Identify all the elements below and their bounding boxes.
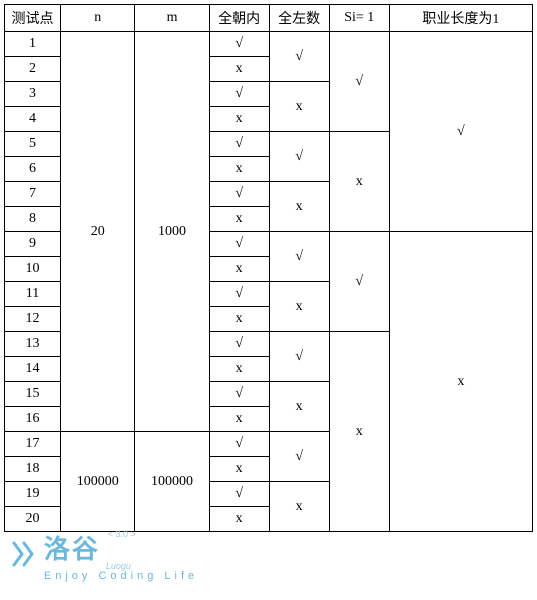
- cell-c4: x: [209, 157, 269, 182]
- table-row: 1 20 1000 √ √ √ √: [5, 32, 533, 57]
- hdr-c5: 全左数: [269, 5, 329, 32]
- cell-test: 4: [5, 107, 61, 132]
- cell-test: 7: [5, 182, 61, 207]
- cell-test: 13: [5, 332, 61, 357]
- hdr-test: 测试点: [5, 5, 61, 32]
- cell-test: 1: [5, 32, 61, 57]
- hdr-c7: 职业长度为1: [389, 5, 532, 32]
- cell-c4: x: [209, 257, 269, 282]
- cell-test: 6: [5, 157, 61, 182]
- cell-c6: √: [329, 232, 389, 332]
- cell-c4: √: [209, 82, 269, 107]
- cell-test: 11: [5, 282, 61, 307]
- hdr-c6: Si= 1: [329, 5, 389, 32]
- header-row: 测试点 n m 全朝内 全左数 Si= 1 职业长度为1: [5, 5, 533, 32]
- cell-c4: x: [209, 407, 269, 432]
- logo-tagline: Enjoy Coding Life: [44, 570, 198, 582]
- cell-c5: √: [269, 232, 329, 282]
- cell-n: 20: [61, 32, 135, 432]
- cell-c4: √: [209, 232, 269, 257]
- cell-c4: √: [209, 382, 269, 407]
- cell-c4: √: [209, 332, 269, 357]
- data-table: 测试点 n m 全朝内 全左数 Si= 1 职业长度为1 1 20 1000 √…: [4, 4, 533, 532]
- hdr-n: n: [61, 5, 135, 32]
- cell-test: 16: [5, 407, 61, 432]
- cell-c5: x: [269, 382, 329, 432]
- logo-mark-icon: [8, 537, 38, 574]
- cell-c5: x: [269, 482, 329, 532]
- cell-c4: x: [209, 507, 269, 532]
- cell-c4: x: [209, 207, 269, 232]
- cell-c5: √: [269, 432, 329, 482]
- hdr-m: m: [135, 5, 209, 32]
- cell-c5: √: [269, 332, 329, 382]
- cell-c4: x: [209, 57, 269, 82]
- cell-test: 15: [5, 382, 61, 407]
- cell-m: 100000: [135, 432, 209, 532]
- cell-m: 1000: [135, 32, 209, 432]
- cell-c4: √: [209, 482, 269, 507]
- logo-version: < 3.0 >: [108, 529, 136, 539]
- cell-test: 2: [5, 57, 61, 82]
- cell-c5: x: [269, 282, 329, 332]
- logo-cn-text: 洛谷: [44, 534, 100, 564]
- cell-c4: x: [209, 357, 269, 382]
- luogu-logo: 洛谷 < 3.0 > Luogu Enjoy Coding Life: [8, 529, 198, 582]
- cell-c4: x: [209, 457, 269, 482]
- cell-c7: x: [389, 232, 532, 532]
- cell-test: 9: [5, 232, 61, 257]
- cell-c4: x: [209, 307, 269, 332]
- cell-c4: √: [209, 182, 269, 207]
- cell-c6: x: [329, 132, 389, 232]
- cell-test: 10: [5, 257, 61, 282]
- cell-c7: √: [389, 32, 532, 232]
- cell-test: 12: [5, 307, 61, 332]
- cell-test: 5: [5, 132, 61, 157]
- logo-pinyin: Luogu: [106, 561, 131, 571]
- cell-test: 19: [5, 482, 61, 507]
- cell-c4: √: [209, 132, 269, 157]
- cell-c4: √: [209, 282, 269, 307]
- cell-n: 100000: [61, 432, 135, 532]
- cell-test: 8: [5, 207, 61, 232]
- cell-test: 3: [5, 82, 61, 107]
- cell-test: 17: [5, 432, 61, 457]
- cell-c6: √: [329, 32, 389, 132]
- cell-c6: x: [329, 332, 389, 532]
- hdr-c4: 全朝内: [209, 5, 269, 32]
- table-container: 测试点 n m 全朝内 全左数 Si= 1 职业长度为1 1 20 1000 √…: [0, 0, 537, 532]
- cell-c4: √: [209, 432, 269, 457]
- cell-c4: √: [209, 32, 269, 57]
- cell-c5: √: [269, 32, 329, 82]
- cell-c5: x: [269, 82, 329, 132]
- cell-c4: x: [209, 107, 269, 132]
- cell-c5: x: [269, 182, 329, 232]
- cell-c5: √: [269, 132, 329, 182]
- cell-test: 18: [5, 457, 61, 482]
- cell-test: 20: [5, 507, 61, 532]
- cell-test: 14: [5, 357, 61, 382]
